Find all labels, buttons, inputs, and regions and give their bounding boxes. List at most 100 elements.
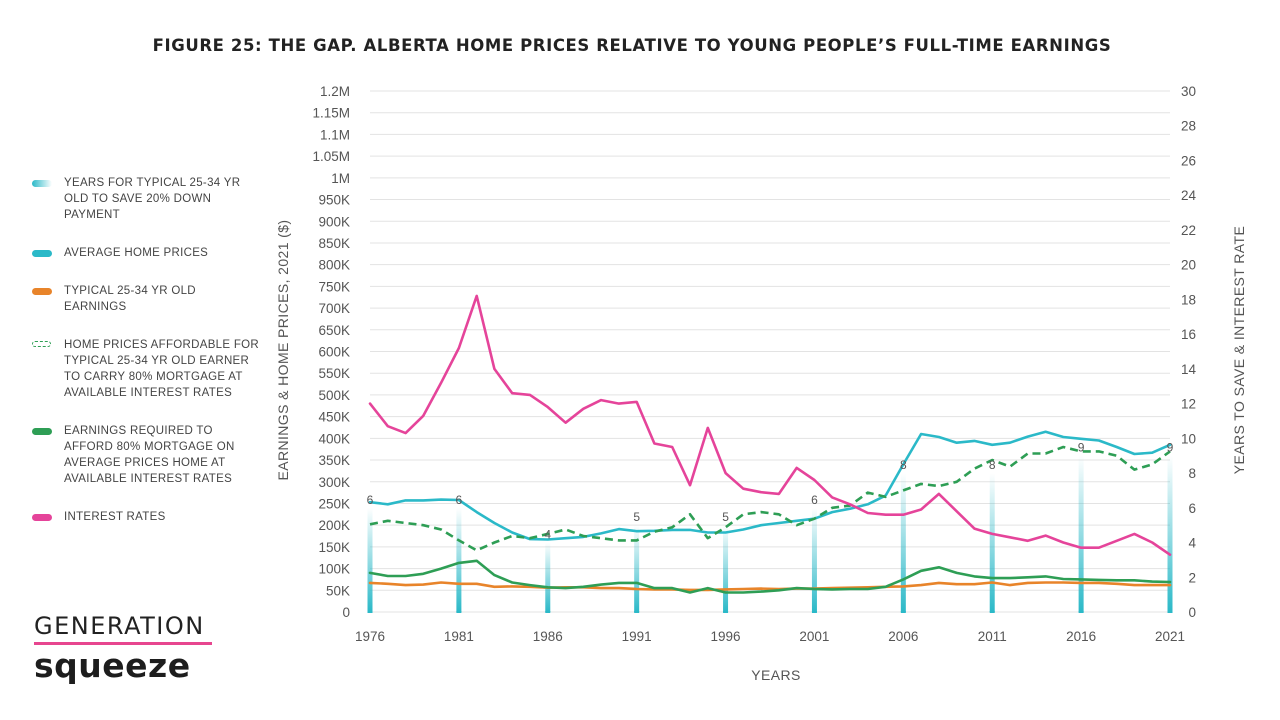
axes: 0 50K 100K 150K 200K 250K 300K 350K 400K 450K 500K… (312, 84, 1196, 644)
y-right-tick-label: 8 (1188, 466, 1196, 481)
y-left-tick-label: 550K (318, 366, 350, 381)
down-payment-bar (989, 473, 995, 612)
y-left-tick-label: 800K (318, 258, 350, 273)
down-payment-bar-base (634, 611, 640, 613)
x-tick-label: 1976 (355, 629, 385, 644)
legend-swatch (32, 341, 51, 347)
y-left-tick-label: 150K (318, 540, 350, 555)
x-axis-title: YEARS (751, 667, 800, 683)
y-right-tick-label: 0 (1188, 605, 1196, 620)
series-line-4 (368, 294, 1172, 557)
y-left-tick-label: 1.2M (320, 84, 350, 99)
x-tick-label: 2016 (1066, 629, 1096, 644)
brand-logo-top: GENERATION (34, 612, 205, 640)
brand-logo: GENERATION squeeze (34, 612, 224, 684)
y-left-tick-label: 300K (318, 475, 350, 490)
legend-label: EARNINGS REQUIRED TO AFFORD 80% MORTGAGE… (64, 425, 235, 485)
y-left-tick-label: 100K (318, 562, 350, 577)
gridlines (370, 90, 1170, 613)
down-payment-bar-base (811, 611, 817, 613)
y-left-tick-label: 500K (318, 388, 350, 403)
x-tick-label: 1991 (622, 629, 652, 644)
down-payment-bar-base (545, 611, 551, 613)
y-left-tick-label: 400K (318, 431, 350, 446)
legend-item: AVERAGE HOME PRICES (30, 245, 260, 261)
y-left-tick-label: 900K (318, 214, 350, 229)
legend-label: AVERAGE HOME PRICES (64, 247, 209, 259)
y-left-tick-label: 0 (342, 605, 350, 620)
bar-value-label: 6 (367, 493, 374, 507)
bar-value-label: 5 (722, 510, 729, 524)
legend-label: INTEREST RATES (64, 511, 166, 523)
y-left-tick-label: 650K (318, 323, 350, 338)
y-right-tick-label: 6 (1188, 501, 1196, 516)
y-right-tick-label: 4 (1188, 536, 1196, 551)
down-payment-bar-base (1167, 611, 1173, 613)
y-right-tick-label: 10 (1181, 431, 1196, 446)
legend-item: EARNINGS REQUIRED TO AFFORD 80% MORTGAGE… (30, 423, 260, 487)
down-payment-bar-base (367, 611, 373, 613)
bar-value-label: 5 (633, 510, 640, 524)
y-left-tick-label: 1.05M (312, 149, 350, 164)
down-payment-bar-base (900, 611, 906, 613)
legend: YEARS FOR TYPICAL 25-34 YR OLD TO SAVE 2… (30, 175, 260, 547)
legend-label: HOME PRICES AFFORDABLE FOR TYPICAL 25-34… (64, 339, 260, 399)
down-payment-bar (900, 473, 906, 612)
y-left-tick-label: 600K (318, 345, 350, 360)
series-line-1 (368, 581, 1172, 592)
y-right-axis-title: YEARS TO SAVE & INTEREST RATE (1231, 226, 1247, 474)
chart-title: FIGURE 25: THE GAP. ALBERTA HOME PRICES … (152, 36, 1112, 55)
down-payment-bars (367, 455, 1173, 613)
y-right-tick-label: 2 (1188, 570, 1196, 585)
legend-swatch (32, 428, 52, 435)
down-payment-bar-base (723, 611, 729, 613)
series-line-2 (369, 445, 1171, 552)
y-right-tick-label: 12 (1181, 397, 1196, 412)
bar-value-label: 6 (456, 493, 463, 507)
x-tick-label: 2006 (888, 629, 918, 644)
legend-label: YEARS FOR TYPICAL 25-34 YR OLD TO SAVE 2… (64, 177, 241, 221)
y-right-tick-label: 16 (1181, 327, 1196, 342)
legend-swatch (32, 514, 52, 521)
legend-swatch (32, 180, 52, 187)
down-payment-bar (723, 525, 729, 612)
x-tick-label: 2011 (978, 629, 1007, 644)
y-left-tick-label: 50K (326, 583, 350, 598)
down-payment-bar-base (1078, 611, 1084, 613)
y-left-tick-label: 1.1M (320, 127, 350, 142)
y-right-tick-label: 20 (1181, 258, 1196, 273)
y-left-tick-label: 1.15M (312, 106, 350, 121)
y-left-tick-label: 250K (318, 496, 350, 511)
down-payment-bar (367, 507, 373, 612)
bar-value-label: 4 (544, 528, 551, 542)
y-right-tick-label: 30 (1181, 84, 1196, 99)
y-right-tick-label: 14 (1181, 362, 1197, 377)
down-payment-bar (1078, 455, 1084, 612)
down-payment-bar-base (989, 611, 995, 613)
legend-item: YEARS FOR TYPICAL 25-34 YR OLD TO SAVE 2… (30, 175, 260, 223)
y-left-tick-label: 950K (318, 193, 350, 208)
x-tick-label: 1986 (533, 629, 563, 644)
brand-logo-bottom: squeeze (34, 646, 191, 685)
legend-swatch (32, 250, 52, 257)
down-payment-bar (811, 507, 817, 612)
y-left-tick-label: 850K (318, 236, 350, 251)
x-tick-label: 1996 (711, 629, 741, 644)
bar-value-label: 9 (1167, 441, 1174, 455)
down-payment-bar (545, 542, 551, 612)
down-payment-bar-base (456, 611, 462, 613)
y-right-tick-label: 26 (1181, 153, 1196, 168)
y-left-tick-label: 700K (318, 301, 350, 316)
brand-logo-bar (34, 642, 212, 645)
y-right-tick-label: 24 (1181, 188, 1197, 203)
series-line-3 (368, 559, 1172, 594)
bar-value-label: 8 (989, 458, 996, 472)
down-payment-bar (634, 525, 640, 612)
down-payment-bar (1167, 455, 1173, 612)
y-left-tick-label: 350K (318, 453, 350, 468)
bar-value-label: 6 (811, 493, 818, 507)
y-left-tick-label: 450K (318, 410, 350, 425)
down-payment-bar (456, 507, 462, 612)
x-tick-label: 2021 (1155, 629, 1185, 644)
